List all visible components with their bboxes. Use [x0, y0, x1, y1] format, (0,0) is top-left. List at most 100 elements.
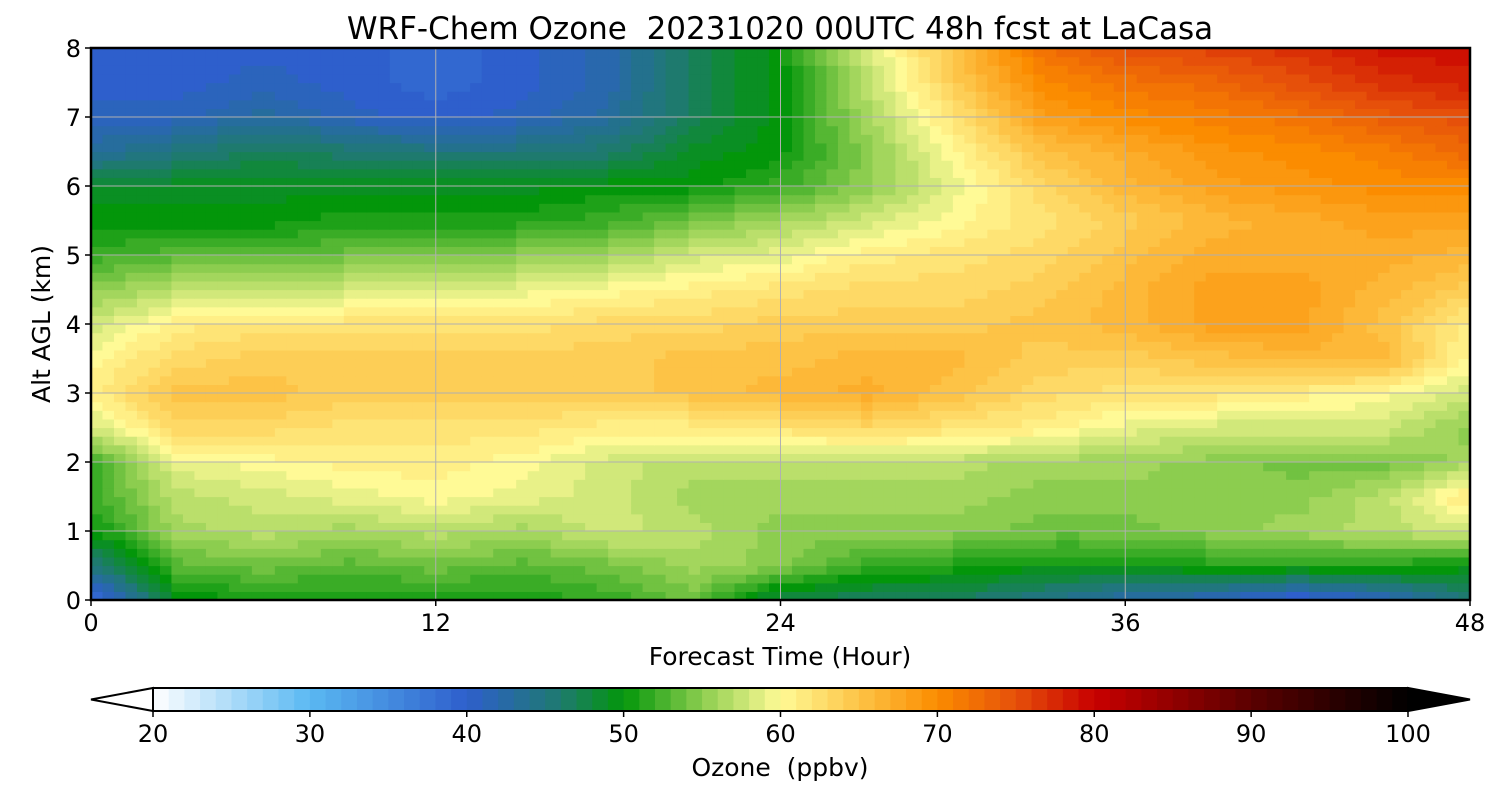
heatmap-cell	[964, 531, 977, 541]
heatmap-cell	[458, 582, 471, 592]
heatmap-cell	[585, 531, 598, 541]
heatmap-cell	[665, 487, 678, 498]
heatmap-cell	[677, 539, 690, 549]
heatmap-cell	[596, 255, 609, 265]
heatmap-cell	[263, 487, 276, 498]
heatmap-cell	[895, 462, 908, 472]
heatmap-cell	[596, 522, 609, 532]
heatmap-cell	[136, 427, 150, 437]
heatmap-cell	[1125, 332, 1138, 342]
heatmap-cell	[1263, 410, 1276, 420]
heatmap-cell	[585, 306, 598, 316]
heatmap-cell	[148, 246, 161, 256]
heatmap-cell	[1113, 324, 1126, 334]
heatmap-cell	[171, 341, 184, 351]
heatmap-cell	[389, 556, 402, 567]
heatmap-cell	[1010, 556, 1023, 567]
heatmap-cell	[723, 237, 736, 247]
heatmap-cell	[424, 289, 437, 299]
heatmap-cell	[1389, 410, 1402, 420]
heatmap-cell	[355, 539, 368, 549]
heatmap-cell	[366, 349, 379, 360]
heatmap-cell	[1217, 556, 1230, 567]
heatmap-cell	[205, 332, 219, 342]
heatmap-cell	[1263, 565, 1276, 575]
heatmap-cell	[837, 358, 851, 368]
heatmap-cell	[1113, 556, 1126, 567]
heatmap-cell	[539, 505, 552, 515]
heatmap-cell	[1240, 496, 1253, 506]
heatmap-cell	[1297, 341, 1310, 351]
heatmap-cell	[1309, 384, 1322, 394]
heatmap-cell	[688, 487, 701, 498]
heatmap-cell	[1401, 384, 1414, 394]
heatmap-cell	[159, 289, 173, 299]
heatmap-cell	[1148, 263, 1161, 273]
heatmap-cell	[1263, 427, 1276, 437]
heatmap-cell	[1056, 418, 1069, 429]
heatmap-cell	[481, 298, 494, 308]
heatmap-cell	[619, 487, 632, 498]
heatmap-cell	[1136, 556, 1149, 567]
heatmap-cell	[125, 531, 138, 541]
heatmap-cell	[527, 505, 540, 515]
heatmap-cell	[1320, 289, 1333, 299]
heatmap-cell	[883, 427, 897, 437]
heatmap-cell	[1424, 479, 1437, 489]
heatmap-cell	[1332, 246, 1345, 256]
heatmap-cell	[424, 341, 437, 351]
heatmap-cell	[320, 401, 333, 411]
heatmap-cell	[1286, 246, 1299, 256]
heatmap-cell	[596, 479, 609, 489]
heatmap-cell	[1355, 496, 1368, 506]
heatmap-cell	[837, 470, 851, 480]
heatmap-cell	[872, 556, 885, 567]
heatmap-cell	[1217, 531, 1230, 541]
heatmap-cell	[1125, 410, 1138, 420]
heatmap-cell	[619, 582, 632, 592]
heatmap-cell	[711, 582, 724, 592]
heatmap-cell	[906, 393, 919, 403]
heatmap-cell	[711, 280, 724, 291]
heatmap-cell	[1424, 539, 1437, 549]
heatmap-cell	[1148, 401, 1161, 411]
heatmap-cell	[734, 298, 747, 308]
heatmap-cell	[217, 280, 230, 291]
heatmap-cell	[527, 255, 540, 265]
heatmap-cell	[608, 272, 621, 282]
heatmap-cell	[895, 401, 908, 411]
heatmap-cell	[251, 505, 264, 515]
heatmap-cell	[700, 324, 713, 334]
heatmap-cell	[1309, 418, 1322, 429]
heatmap-cell	[1056, 513, 1069, 523]
heatmap-cell	[412, 263, 425, 273]
heatmap-cell	[1171, 574, 1184, 584]
heatmap-cell	[125, 367, 138, 377]
heatmap-cell	[1435, 479, 1448, 489]
heatmap-cell	[619, 505, 632, 515]
heatmap-cell	[493, 349, 506, 360]
heatmap-cell	[619, 444, 632, 454]
heatmap-cell	[527, 479, 540, 489]
heatmap-cell	[826, 591, 839, 600]
heatmap-cell	[320, 513, 333, 523]
heatmap-cell	[918, 367, 931, 377]
heatmap-cell	[1113, 565, 1126, 575]
heatmap-cell	[826, 548, 839, 558]
heatmap-cell	[516, 367, 529, 377]
heatmap-cell	[987, 505, 1000, 515]
heatmap-cell	[320, 289, 333, 299]
heatmap-cell	[573, 349, 586, 360]
heatmap-cell	[1136, 263, 1149, 273]
heatmap-cell	[803, 384, 816, 394]
heatmap-cell	[136, 255, 150, 265]
heatmap-cell	[355, 556, 368, 567]
heatmap-cell	[1320, 255, 1333, 265]
heatmap-cell	[286, 280, 299, 291]
heatmap-cell	[320, 479, 333, 489]
heatmap-cell	[631, 289, 644, 299]
heatmap-cell	[826, 582, 839, 592]
heatmap-cell	[412, 548, 425, 558]
heatmap-cell	[573, 444, 586, 454]
heatmap-cell	[1286, 341, 1299, 351]
